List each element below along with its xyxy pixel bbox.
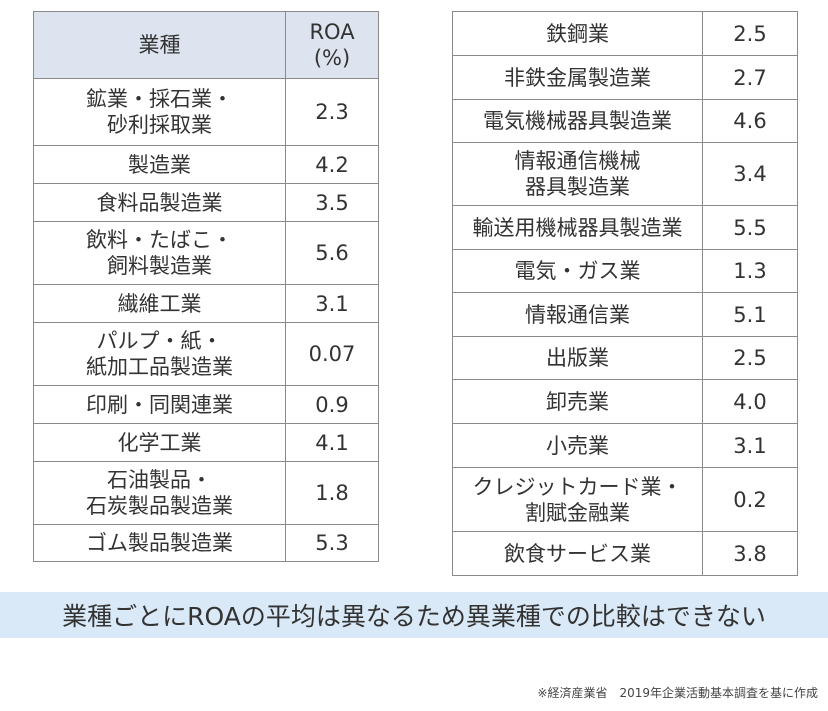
industry-cell: ゴム製品製造業 xyxy=(33,524,286,562)
roa-value-cell: 4.2 xyxy=(285,145,379,184)
roa-value-cell: 0.9 xyxy=(285,385,379,424)
roa-value-cell: 2.5 xyxy=(702,11,798,56)
table-row: 製造業 4.2 xyxy=(33,145,379,184)
table-row: 出版業 2.5 xyxy=(452,336,798,380)
table-row: 情報通信機械 器具製造業 3.4 xyxy=(452,142,798,206)
roa-value-cell: 5.6 xyxy=(285,221,379,285)
table-row: 繊維工業 3.1 xyxy=(33,284,379,323)
roa-value-cell: 2.5 xyxy=(702,336,798,380)
industry-cell: 電気・ガス業 xyxy=(452,249,703,293)
table-row: 電気・ガス業 1.3 xyxy=(452,249,798,293)
header-industry: 業種 xyxy=(33,11,286,79)
industry-cell: 輸送用機械器具製造業 xyxy=(452,205,703,250)
industry-cell: 製造業 xyxy=(33,145,286,184)
table-row: パルプ・紙・ 紙加工品製造業 0.07 xyxy=(33,322,379,386)
roa-value-cell: 0.2 xyxy=(702,467,798,532)
table-row: 飲食サービス業 3.8 xyxy=(452,531,798,576)
table-header-row: 業種 ROA (%) xyxy=(33,11,379,79)
industry-cell: 情報通信機械 器具製造業 xyxy=(452,142,703,206)
industry-cell: 出版業 xyxy=(452,336,703,380)
table-row: 食料品製造業 3.5 xyxy=(33,183,379,222)
industry-cell: 小売業 xyxy=(452,423,703,468)
table-row: 化学工業 4.1 xyxy=(33,423,379,462)
roa-value-cell: 4.6 xyxy=(702,99,798,143)
roa-table-left: 業種 ROA (%) 鉱業・採石業・ 砂利採取業 2.3 製造業 4.2 食料品製造業 3… xyxy=(33,11,379,562)
source-note: ※経済産業省 2019年企業活動基本調査を基に作成 xyxy=(537,686,818,700)
table-row: 小売業 3.1 xyxy=(452,423,798,468)
industry-cell: 繊維工業 xyxy=(33,284,286,323)
industry-cell: クレジットカード業・ 割賦金融業 xyxy=(452,467,703,532)
roa-value-cell: 5.3 xyxy=(285,524,379,562)
industry-cell: 化学工業 xyxy=(33,423,286,462)
industry-cell: 飲食サービス業 xyxy=(452,531,703,576)
roa-table-right: 鉄鋼業 2.5 非鉄金属製造業 2.7 電気機械器具製造業 4.6 情報通信機械 器具製造業… xyxy=(452,11,798,576)
roa-value-cell: 0.07 xyxy=(285,322,379,386)
table-row: 石油製品・ 石炭製品製造業 1.8 xyxy=(33,461,379,525)
header-roa: ROA (%) xyxy=(285,11,379,79)
roa-value-cell: 3.4 xyxy=(702,142,798,206)
roa-value-cell: 3.8 xyxy=(702,531,798,576)
industry-cell: パルプ・紙・ 紙加工品製造業 xyxy=(33,322,286,386)
roa-value-cell: 2.3 xyxy=(285,78,379,146)
table-row: 卸売業 4.0 xyxy=(452,379,798,424)
roa-value-cell: 3.1 xyxy=(285,284,379,323)
industry-cell: 鉱業・採石業・ 砂利採取業 xyxy=(33,78,286,146)
industry-cell: 印刷・同関連業 xyxy=(33,385,286,424)
conclusion-banner: 業種ごとにROAの平均は異なるため異業種での比較はできない xyxy=(0,592,828,638)
table-row: 電気機械器具製造業 4.6 xyxy=(452,99,798,143)
table-row: 飲料・たばこ・ 飼料製造業 5.6 xyxy=(33,221,379,285)
industry-cell: 飲料・たばこ・ 飼料製造業 xyxy=(33,221,286,285)
industry-cell: 非鉄金属製造業 xyxy=(452,55,703,100)
industry-cell: 電気機械器具製造業 xyxy=(452,99,703,143)
roa-value-cell: 1.3 xyxy=(702,249,798,293)
industry-cell: 石油製品・ 石炭製品製造業 xyxy=(33,461,286,525)
roa-value-cell: 5.1 xyxy=(702,292,798,337)
roa-value-cell: 4.1 xyxy=(285,423,379,462)
table-row: 輸送用機械器具製造業 5.5 xyxy=(452,205,798,250)
roa-value-cell: 2.7 xyxy=(702,55,798,100)
table-row: 鉄鋼業 2.5 xyxy=(452,11,798,56)
table-row: ゴム製品製造業 5.3 xyxy=(33,524,379,562)
table-row: 非鉄金属製造業 2.7 xyxy=(452,55,798,100)
industry-cell: 情報通信業 xyxy=(452,292,703,337)
roa-value-cell: 5.5 xyxy=(702,205,798,250)
table-row: 印刷・同関連業 0.9 xyxy=(33,385,379,424)
roa-value-cell: 4.0 xyxy=(702,379,798,424)
roa-value-cell: 3.5 xyxy=(285,183,379,222)
roa-value-cell: 1.8 xyxy=(285,461,379,525)
industry-cell: 鉄鋼業 xyxy=(452,11,703,56)
table-row: クレジットカード業・ 割賦金融業 0.2 xyxy=(452,467,798,532)
table-row: 鉱業・採石業・ 砂利採取業 2.3 xyxy=(33,78,379,146)
table-row: 情報通信業 5.1 xyxy=(452,292,798,337)
industry-cell: 卸売業 xyxy=(452,379,703,424)
roa-value-cell: 3.1 xyxy=(702,423,798,468)
industry-cell: 食料品製造業 xyxy=(33,183,286,222)
